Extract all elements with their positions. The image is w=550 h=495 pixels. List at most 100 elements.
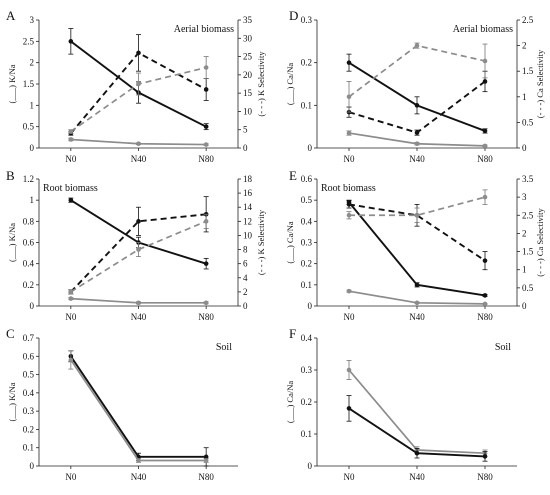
x-tick-label: N0: [344, 472, 355, 482]
y-tick-label: 0.4: [23, 259, 35, 269]
y2-tick-label: 10: [243, 230, 253, 240]
y-tick-label: 0.7: [23, 333, 35, 343]
y-tick-label: 0.1: [301, 100, 312, 110]
y-tick-label: 0.4: [23, 388, 35, 398]
x-tick-label: N80: [198, 312, 214, 322]
panel-label: D: [289, 8, 298, 23]
y-tick-label: 2.5: [23, 36, 35, 46]
y-tick-label: 1: [30, 100, 35, 110]
series-line: [70, 213, 207, 293]
y2-tick-label: 2.5: [522, 210, 534, 220]
data-point: [136, 50, 141, 56]
data-point: [68, 296, 74, 301]
panel-f: 0 0.1 0.2 0.3 0.4 N0 N40 N80 (___) Ca/Na F Soil: [285, 326, 517, 482]
y-axis-label: (___) Ca/Na: [285, 63, 295, 105]
data-point: [346, 212, 352, 218]
data-point: [414, 103, 420, 108]
data-point: [346, 130, 352, 136]
data-point: [414, 282, 420, 288]
data-point: [203, 219, 209, 224]
y2-tick-label: 2: [522, 228, 527, 238]
panel-title: Soil: [216, 342, 232, 353]
y-tick-label: 0.2: [23, 280, 34, 290]
y-tick-label: 0: [30, 143, 35, 153]
data-point: [203, 458, 209, 463]
series-gray-solid: [68, 296, 209, 306]
y-tick-label: 0.5: [23, 370, 35, 380]
y-axis-label: (___) K/Na: [7, 382, 17, 421]
data-point: [136, 219, 141, 224]
panel-b: 0 0.2 0.4 0.6 0.8 1 1.2 0 2 4 6 8 10 12 14 16 18 N0 N40 N80…: [6, 168, 266, 322]
data-point: [482, 79, 488, 84]
panel-label: B: [6, 168, 15, 183]
y2-tick-label: 1.5: [522, 66, 534, 76]
panel-label: A: [6, 8, 16, 23]
data-point: [346, 60, 352, 65]
y2-tick-label: 6: [243, 259, 248, 269]
y-tick-label: 0.5: [23, 122, 35, 132]
y2-tick-label: 18: [243, 174, 253, 184]
data-point: [68, 137, 74, 142]
y2-tick-label: 1: [522, 265, 527, 275]
y2-tick-label: 35: [243, 15, 253, 25]
x-tick-label: N40: [409, 154, 425, 164]
y2-tick-label: 8: [243, 245, 248, 255]
y-tick-label: 0.6: [23, 351, 35, 361]
y-tick-label: 1.5: [23, 79, 35, 89]
y2-tick-label: 0.5: [522, 117, 534, 127]
data-point: [68, 39, 74, 44]
data-point: [203, 261, 209, 266]
series-gray-dashed: [346, 189, 488, 223]
x-tick-label: N80: [477, 472, 493, 482]
y2-tick-label: 2: [243, 287, 248, 297]
y-tick-label: 1: [30, 195, 35, 205]
y2-tick-label: 14: [243, 202, 253, 212]
y2-tick-label: 1.5: [522, 247, 534, 257]
data-point: [68, 129, 74, 134]
data-point: [68, 357, 74, 363]
series-line: [349, 196, 486, 217]
y-tick-label: 0: [308, 461, 313, 471]
data-point: [414, 212, 420, 218]
x-tick-label: N80: [198, 154, 214, 164]
data-point: [68, 197, 74, 203]
data-point: [346, 406, 352, 411]
y-tick-label: 0.2: [301, 397, 312, 407]
y2-tick-label: 3.5: [522, 174, 534, 184]
y-tick-label: 1.2: [23, 174, 34, 184]
panel-title: Root biomass: [321, 183, 376, 194]
series-black-solid: [346, 395, 488, 462]
y2-tick-label: 2: [522, 41, 527, 51]
x-tick-label: N0: [65, 312, 76, 322]
x-tick-label: N40: [131, 312, 147, 322]
x-tick-label: N40: [131, 472, 147, 482]
x-tick-label: N80: [477, 154, 493, 164]
y2-tick-label: 0: [243, 301, 248, 311]
y2-tick-label: 10: [243, 106, 253, 116]
x-tick-label: N0: [65, 154, 76, 164]
series-line: [348, 369, 486, 455]
series-gray-solid: [68, 350, 209, 463]
y2-tick-label: 0: [522, 301, 527, 311]
panel-c: 0 0.1 0.2 0.3 0.4 0.5 0.6 0.7 N0 N40 N80 (___) K/Na…: [6, 326, 238, 482]
data-point: [482, 194, 488, 200]
data-point: [414, 300, 420, 306]
x-tick-label: N40: [409, 472, 425, 482]
y-tick-label: 0.6: [301, 174, 313, 184]
y2-tick-label: 4: [243, 273, 248, 283]
y2-tick-label: 1: [522, 92, 527, 102]
series-gray-solid: [346, 288, 488, 307]
y2-tick-label: 25: [243, 52, 253, 62]
data-point: [482, 58, 488, 64]
panel-title: Aerial biomass: [453, 24, 513, 35]
y-tick-label: 0.3: [301, 365, 313, 375]
data-point: [346, 288, 352, 294]
y-tick-label: 0.3: [23, 406, 35, 416]
series-black-solid: [68, 350, 209, 467]
data-point: [414, 130, 420, 135]
data-point: [482, 128, 488, 134]
data-point: [482, 454, 488, 459]
x-tick-label: N40: [131, 154, 147, 164]
y2-axis-label: (- - -) K Selectivity: [256, 51, 266, 117]
